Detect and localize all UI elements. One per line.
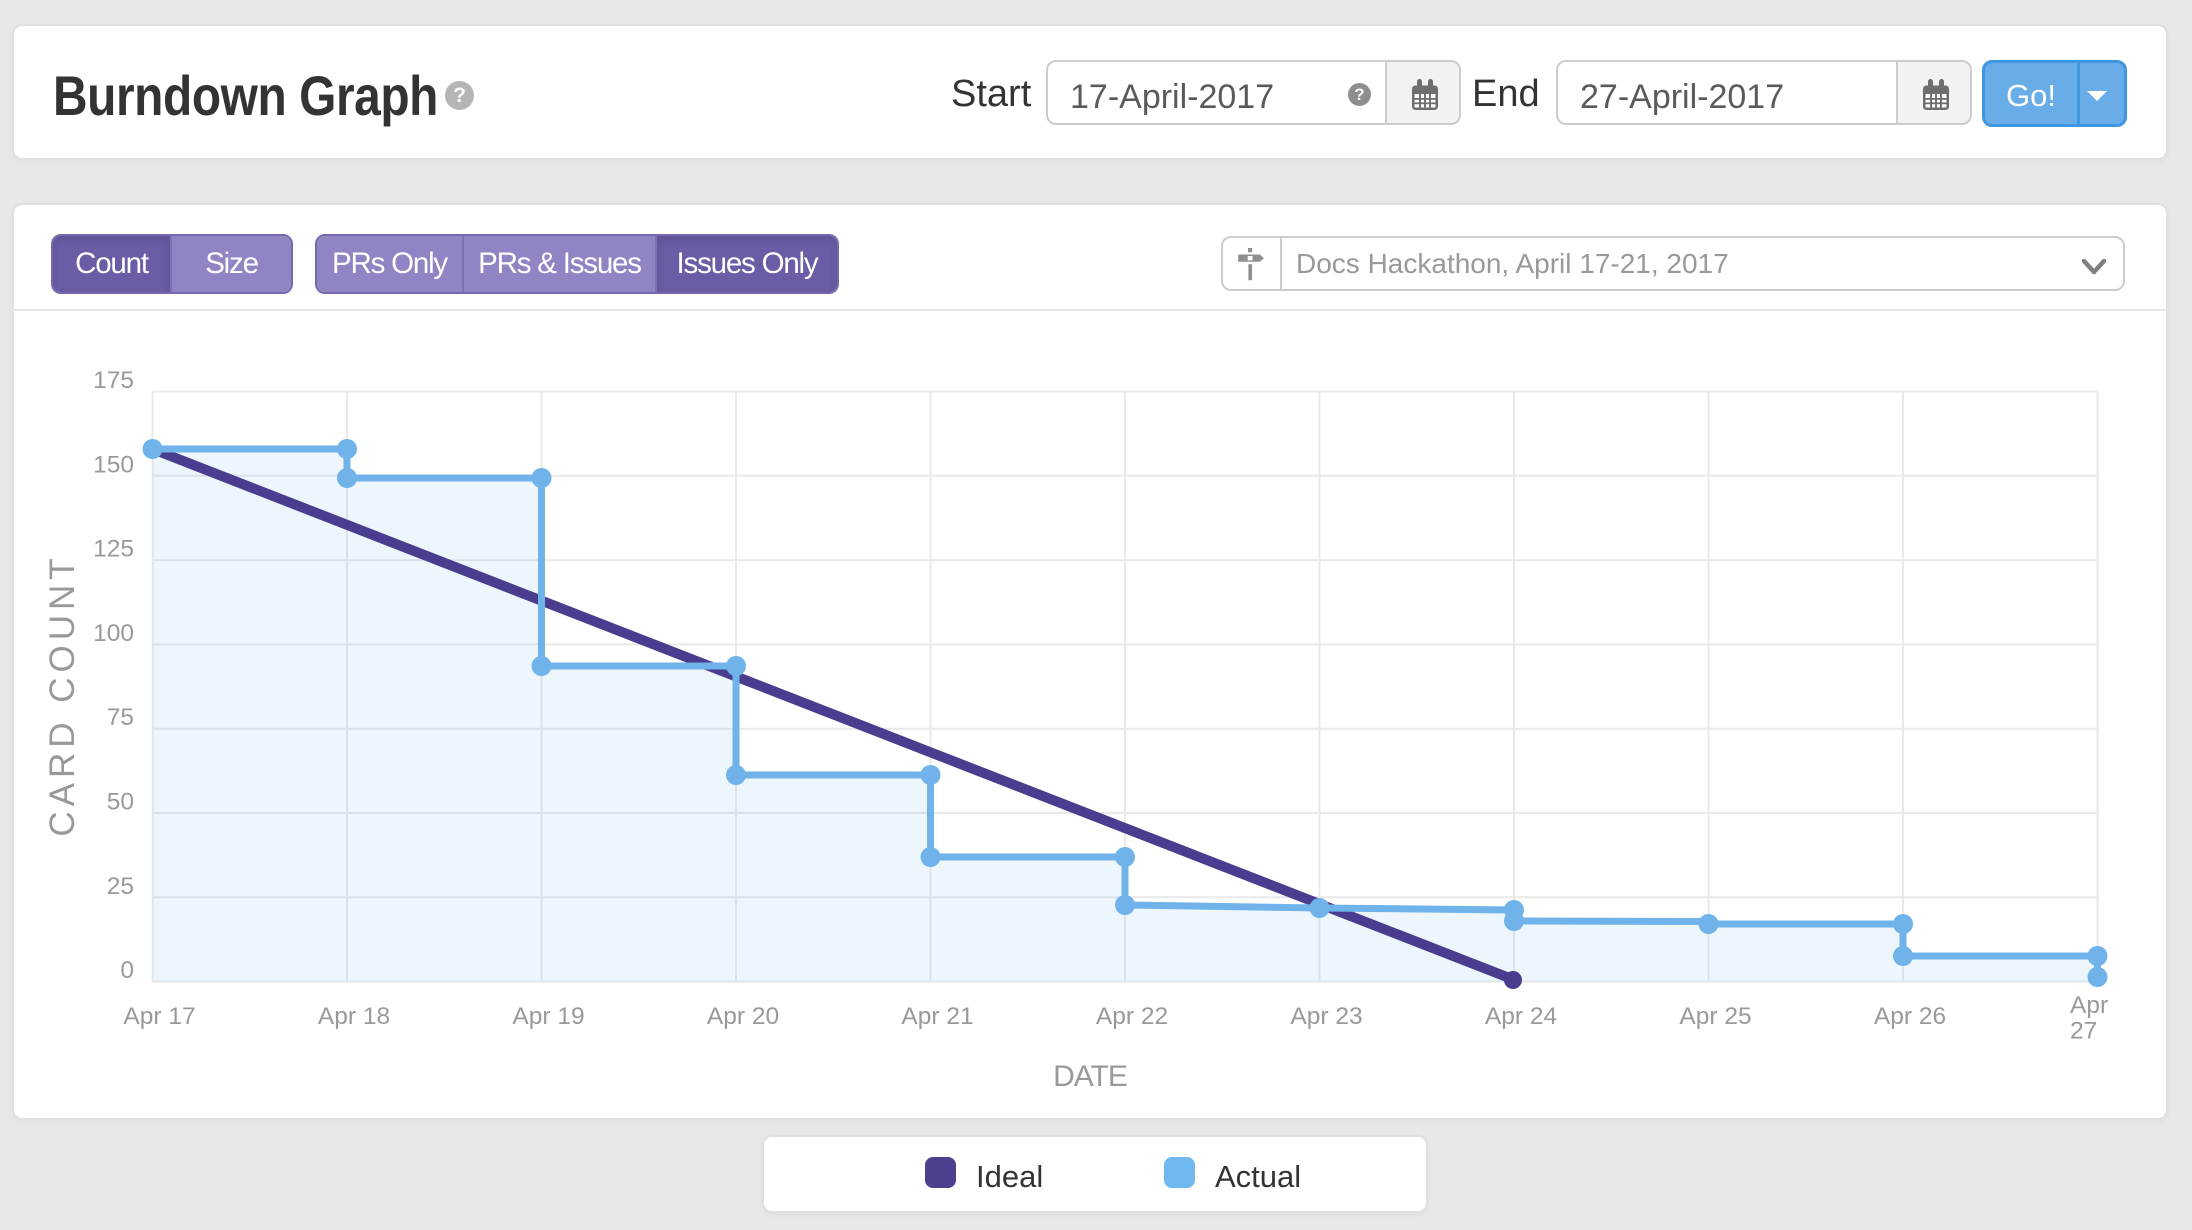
- svg-text:Apr 26: Apr 26: [1874, 1003, 1946, 1030]
- svg-text:Apr 19: Apr 19: [512, 1003, 584, 1030]
- svg-text:Apr 23: Apr 23: [1290, 1003, 1362, 1030]
- svg-text:CARD COUNT: CARD COUNT: [43, 553, 82, 836]
- svg-text:27: 27: [2070, 1018, 2097, 1045]
- svg-text:Apr 25: Apr 25: [1679, 1003, 1751, 1030]
- svg-text:50: 50: [107, 789, 134, 816]
- svg-text:175: 175: [93, 367, 134, 394]
- svg-text:Apr 24: Apr 24: [1485, 1003, 1557, 1030]
- svg-text:Apr 17: Apr 17: [123, 1003, 195, 1030]
- svg-text:Apr: Apr: [2070, 992, 2108, 1019]
- svg-text:75: 75: [107, 704, 134, 731]
- svg-text:Apr 18: Apr 18: [318, 1003, 390, 1030]
- svg-text:125: 125: [93, 536, 134, 563]
- svg-text:Apr 22: Apr 22: [1096, 1003, 1168, 1030]
- svg-text:Apr 21: Apr 21: [901, 1003, 973, 1030]
- svg-text:0: 0: [120, 957, 134, 984]
- svg-text:Apr 20: Apr 20: [707, 1003, 779, 1030]
- svg-text:DATE: DATE: [1053, 1060, 1127, 1093]
- svg-text:100: 100: [93, 620, 134, 647]
- svg-text:25: 25: [107, 873, 134, 900]
- svg-text:150: 150: [93, 451, 134, 478]
